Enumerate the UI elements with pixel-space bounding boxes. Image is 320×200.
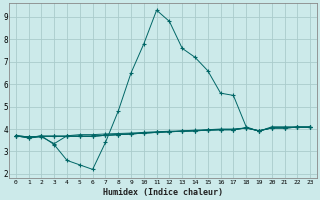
X-axis label: Humidex (Indice chaleur): Humidex (Indice chaleur) [103, 188, 223, 197]
